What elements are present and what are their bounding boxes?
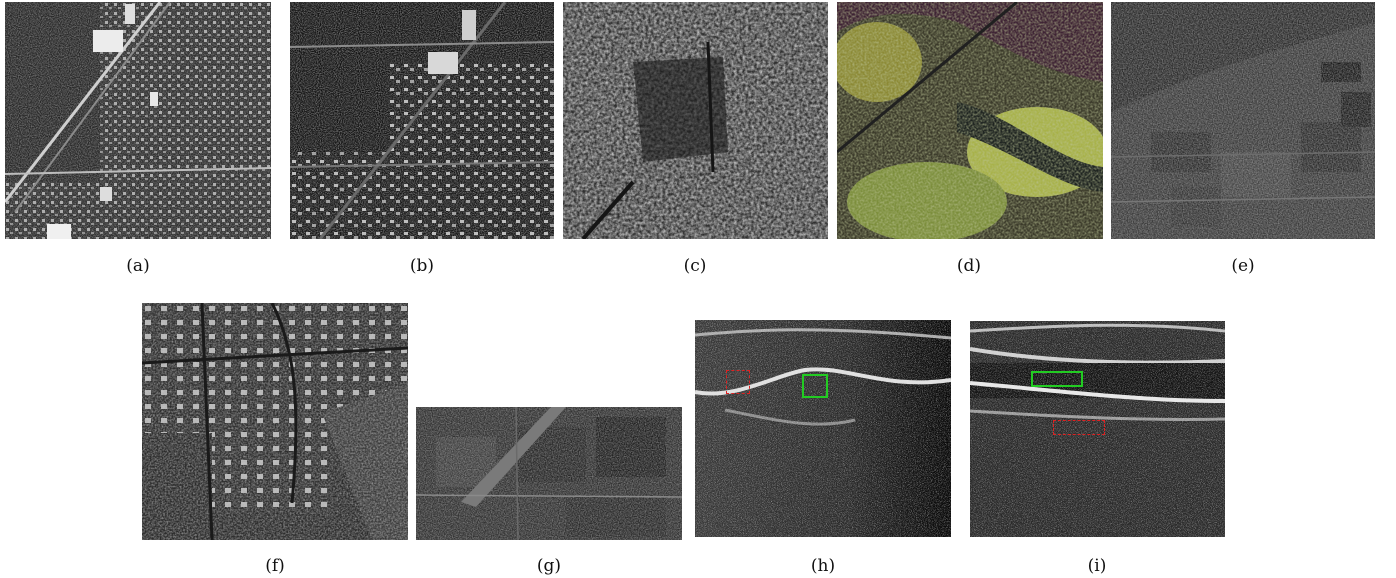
caption-c: (c): [683, 256, 707, 276]
panel-i-image: [970, 321, 1225, 537]
panel-b-image: [290, 2, 554, 239]
caption-f: (f): [265, 556, 285, 576]
caption-a: (a): [126, 256, 150, 276]
solid-annotation-box: [802, 374, 828, 398]
caption-g: (g): [536, 556, 562, 576]
caption-h: (h): [810, 556, 836, 576]
panel-c-image: [563, 2, 828, 239]
dashed-annotation-box: [726, 370, 750, 394]
caption-b: (b): [409, 256, 435, 276]
dashed-annotation-box: [1053, 420, 1105, 435]
caption-d: (d): [956, 256, 982, 276]
caption-e: (e): [1231, 256, 1255, 276]
panel-a-image: [5, 2, 271, 239]
panel-f-image: [142, 303, 408, 540]
caption-i: (i): [1087, 556, 1107, 576]
panel-d-image: [837, 2, 1103, 239]
panel-g-image: [416, 407, 682, 540]
solid-annotation-box: [1031, 371, 1083, 387]
panel-e-image: [1111, 2, 1375, 239]
panel-h-image: [695, 320, 951, 537]
